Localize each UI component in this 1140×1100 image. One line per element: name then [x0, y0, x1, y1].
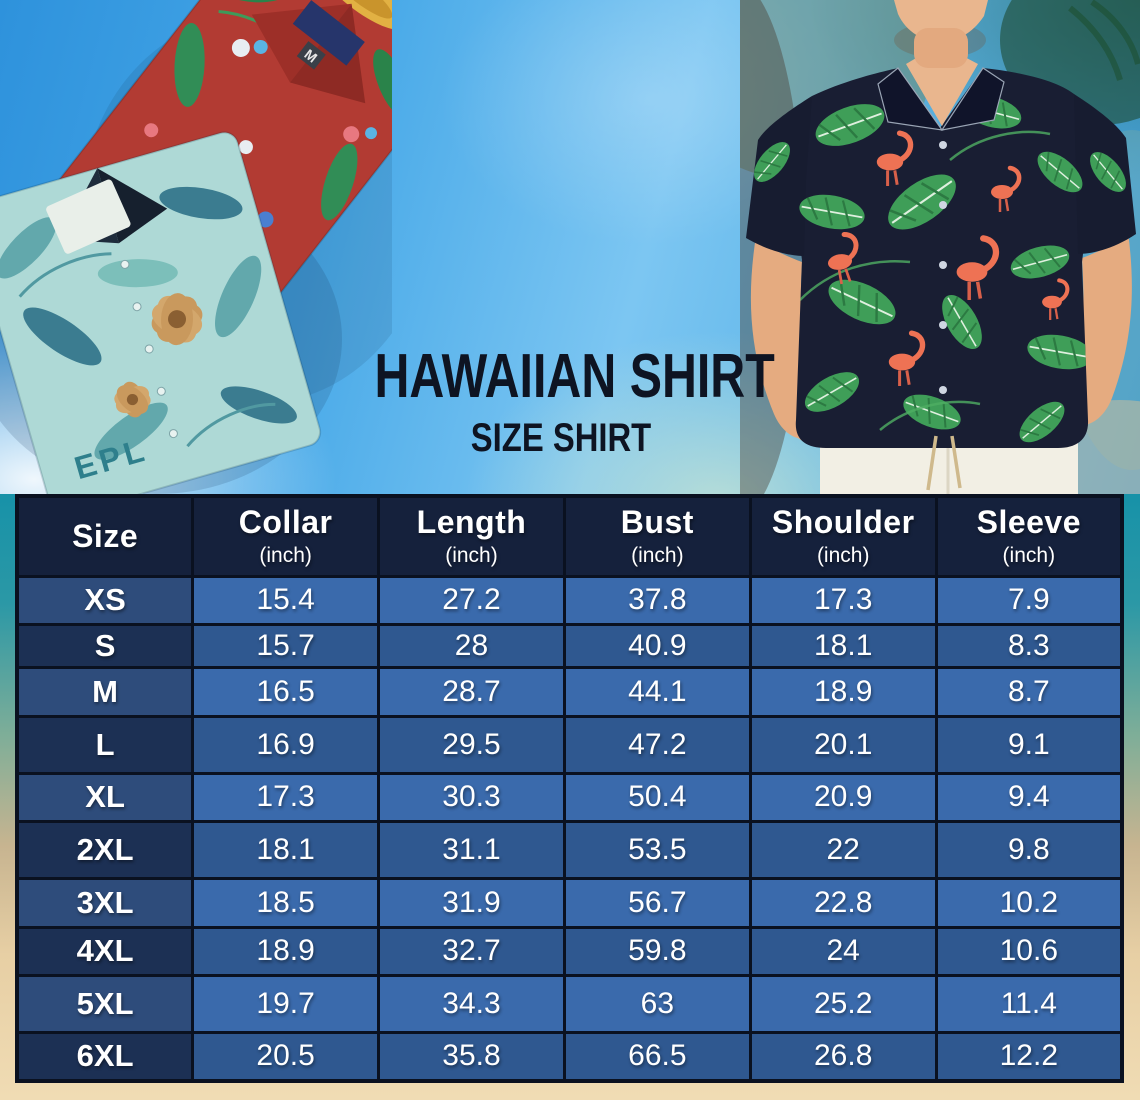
column-header-sleeve: Sleeve (inch): [934, 494, 1124, 578]
value-cell: 20.1: [748, 714, 938, 775]
value-cell: 18.1: [191, 820, 381, 881]
column-label: Bust: [620, 504, 694, 541]
value-cell: 20.5: [191, 1030, 381, 1083]
value-cell: 17.3: [191, 771, 381, 824]
value-cell: 11.4: [934, 974, 1124, 1034]
table-row-l: L 16.9 29.5 47.2 20.1 9.1: [15, 714, 1124, 775]
column-header-size: Size: [15, 494, 195, 578]
table-row-4xl: 4XL 18.9 32.7 59.8 24 10.6: [15, 925, 1124, 978]
value-cell: 20.9: [748, 771, 938, 824]
man-photo: [740, 0, 1140, 494]
value-cell: 18.9: [748, 666, 938, 718]
column-label: Collar: [238, 504, 333, 541]
value-cell: 15.7: [191, 623, 381, 670]
size-cell: L: [15, 714, 195, 775]
value-cell: 44.1: [562, 666, 752, 718]
poster-title: HAWAIIAN SHIRT SIZE SHIRT: [318, 342, 804, 460]
size-chart-table: Size Collar (inch) Length (inch) Bust (inch) Sh…: [15, 494, 1124, 1083]
value-cell: 19.7: [191, 974, 381, 1034]
table-row-6xl: 6XL 20.5 35.8 66.5 26.8 12.2: [15, 1030, 1124, 1083]
value-cell: 34.3: [377, 974, 566, 1034]
value-cell: 10.6: [934, 925, 1124, 978]
value-cell: 28: [377, 623, 566, 670]
title-line-2: SIZE SHIRT: [470, 416, 652, 460]
column-unit: (inch): [631, 544, 684, 568]
hibiscus-flower: [114, 293, 203, 418]
column-label: Shoulder: [771, 504, 915, 541]
value-cell: 28.7: [377, 666, 566, 718]
value-cell: 53.5: [562, 820, 752, 881]
size-cell: 5XL: [15, 974, 195, 1034]
value-cell: 22.8: [748, 877, 938, 929]
size-cell: 3XL: [15, 877, 195, 929]
table-header-row: Size Collar (inch) Length (inch) Bust (inch) Sh…: [15, 494, 1124, 578]
column-label: Length: [416, 504, 527, 541]
value-cell: 22: [748, 820, 938, 881]
table-row-s: S 15.7 28 40.9 18.1 8.3: [15, 623, 1124, 670]
value-cell: 30.3: [377, 771, 566, 824]
size-cell: S: [15, 623, 195, 670]
value-cell: 56.7: [562, 877, 752, 929]
value-cell: 35.8: [377, 1030, 566, 1083]
value-cell: 16.9: [191, 714, 381, 775]
column-label: Sleeve: [976, 504, 1082, 541]
size-cell: XS: [15, 574, 195, 627]
value-cell: 18.5: [191, 877, 381, 929]
value-cell: 18.9: [191, 925, 381, 978]
column-unit: (inch): [445, 544, 498, 568]
value-cell: 29.5: [377, 714, 566, 775]
value-cell: 31.9: [377, 877, 566, 929]
value-cell: 7.9: [934, 574, 1124, 627]
table-row-3xl: 3XL 18.5 31.9 56.7 22.8 10.2: [15, 877, 1124, 929]
value-cell: 9.8: [934, 820, 1124, 881]
column-header-collar: Collar (inch): [191, 494, 381, 578]
column-unit: (inch): [1002, 544, 1056, 568]
value-cell: 37.8: [562, 574, 752, 627]
folded-shirts-photo: M: [0, 0, 392, 499]
column-label: Size: [72, 517, 139, 554]
value-cell: 25.2: [748, 974, 938, 1034]
title-line-1: HAWAIIAN SHIRT: [374, 342, 775, 411]
value-cell: 40.9: [562, 623, 752, 670]
table-row-xl: XL 17.3 30.3 50.4 20.9 9.4: [15, 771, 1124, 824]
column-header-bust: Bust (inch): [562, 494, 752, 578]
value-cell: 12.2: [934, 1030, 1124, 1083]
column-header-shoulder: Shoulder (inch): [748, 494, 938, 578]
value-cell: 8.7: [934, 666, 1124, 718]
value-cell: 9.1: [934, 714, 1124, 775]
hero-photo-background: M: [0, 0, 1140, 499]
value-cell: 10.2: [934, 877, 1124, 929]
value-cell: 17.3: [748, 574, 938, 627]
value-cell: 8.3: [934, 623, 1124, 670]
size-table-zone: Size Collar (inch) Length (inch) Bust (inch) Sh…: [0, 494, 1140, 1100]
value-cell: 16.5: [191, 666, 381, 718]
size-cell: 2XL: [15, 820, 195, 881]
value-cell: 50.4: [562, 771, 752, 824]
value-cell: 18.1: [748, 623, 938, 670]
value-cell: 26.8: [748, 1030, 938, 1083]
value-cell: 31.1: [377, 820, 566, 881]
size-cell: M: [15, 666, 195, 718]
value-cell: 66.5: [562, 1030, 752, 1083]
value-cell: 9.4: [934, 771, 1124, 824]
size-cell: 4XL: [15, 925, 195, 978]
size-cell: 6XL: [15, 1030, 195, 1083]
value-cell: 15.4: [191, 574, 381, 627]
column-header-length: Length (inch): [377, 494, 566, 578]
table-row-5xl: 5XL 19.7 34.3 63 25.2 11.4: [15, 974, 1124, 1034]
column-unit: (inch): [816, 544, 870, 568]
value-cell: 24: [748, 925, 938, 978]
value-cell: 27.2: [377, 574, 566, 627]
value-cell: 59.8: [562, 925, 752, 978]
value-cell: 63: [562, 974, 752, 1034]
table-row-2xl: 2XL 18.1 31.1 53.5 22 9.8: [15, 820, 1124, 881]
table-row-m: M 16.5 28.7 44.1 18.9 8.7: [15, 666, 1124, 718]
teal-hawaiian-shirt: EPL: [0, 131, 322, 499]
value-cell: 47.2: [562, 714, 752, 775]
value-cell: 32.7: [377, 925, 566, 978]
size-cell: XL: [15, 771, 195, 824]
column-unit: (inch): [259, 544, 312, 568]
table-row-xs: XS 15.4 27.2 37.8 17.3 7.9: [15, 574, 1124, 627]
